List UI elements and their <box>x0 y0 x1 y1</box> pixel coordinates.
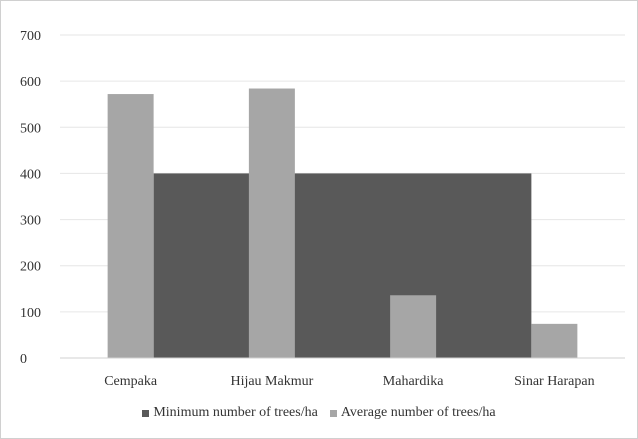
legend-label-minimum: Minimum number of trees/ha <box>153 405 318 420</box>
legend-label-average: Average number of trees/ha <box>340 405 496 420</box>
bar-average-hijau-makmur <box>248 88 295 359</box>
legend-swatch-average <box>329 409 337 417</box>
legend: Minimum number of trees/ha Average numbe… <box>0 405 638 421</box>
chart-plot: 0 100 200 300 400 500 600 700 Cempaka Hijau Makm… <box>20 29 625 389</box>
y-tick-label: 400 <box>20 167 41 182</box>
x-category-label: Hijau Makmur <box>230 374 313 389</box>
y-tick-label: 500 <box>20 121 41 136</box>
area-minimum-trees <box>153 173 532 358</box>
bar-average-cempaka <box>107 94 154 358</box>
legend-item-average: Average number of trees/ha <box>329 405 496 421</box>
legend-item-minimum: Minimum number of trees/ha <box>142 405 318 421</box>
y-tick-label: 200 <box>20 260 41 275</box>
legend-swatch-minimum <box>142 409 150 417</box>
x-category-label: Sinar Harapan <box>514 374 594 389</box>
y-tick-label: 700 <box>20 29 41 44</box>
y-tick-label: 0 <box>20 352 27 367</box>
bar-average-sinar-harapan <box>531 323 578 358</box>
y-tick-label: 100 <box>20 306 41 321</box>
x-category-label: Mahardika <box>383 374 444 389</box>
bar-average-mahardika <box>390 295 437 358</box>
y-tick-label: 300 <box>20 214 41 229</box>
y-tick-label: 600 <box>20 75 41 90</box>
x-category-label: Cempaka <box>104 374 158 389</box>
